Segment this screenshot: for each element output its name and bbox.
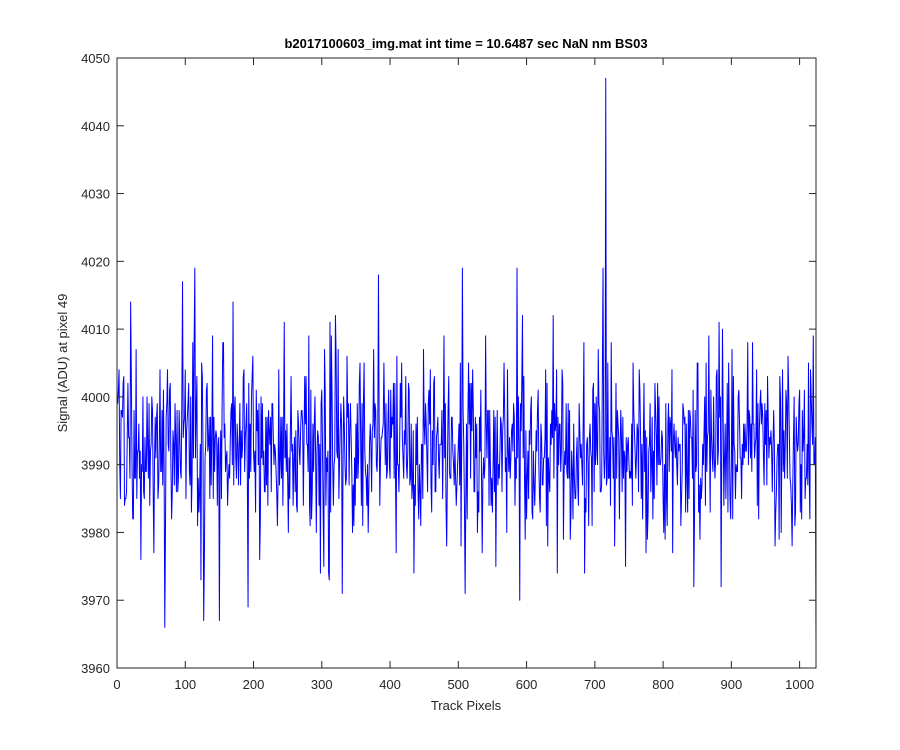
x-tick-label: 800 — [652, 677, 674, 692]
x-tick-label: 300 — [311, 677, 333, 692]
y-tick-label: 4030 — [81, 187, 110, 202]
axes-box — [116, 57, 817, 669]
x-tick-label: 0 — [113, 677, 120, 692]
x-tick-label: 100 — [174, 677, 196, 692]
x-tick-label: 200 — [243, 677, 265, 692]
series-layer — [117, 77, 817, 648]
plot-area-background — [117, 58, 816, 668]
chart-title: b2017100603_img.mat int time = 10.6487 s… — [284, 36, 647, 51]
y-tick-label: 3990 — [81, 458, 110, 473]
y-axis-label: Signal (ADU) at pixel 49 — [55, 294, 70, 433]
x-axis-label: Track Pixels — [431, 698, 502, 713]
y-tick-label: 4050 — [81, 51, 110, 66]
y-tick-label: 4010 — [81, 322, 110, 337]
x-tick-label: 700 — [584, 677, 606, 692]
y-axis-ticks: 3960 3970 3980 3990 4000 4010 4020 4030 4040 4050 — [81, 51, 816, 676]
x-tick-label: 600 — [516, 677, 538, 692]
x-tick-label: 400 — [379, 677, 401, 692]
y-tick-label: 4000 — [81, 390, 110, 405]
y-tick-label: 4020 — [81, 254, 110, 269]
series-line-0 — [117, 77, 817, 648]
y-tick-label: 4040 — [81, 119, 110, 134]
y-tick-label: 3970 — [81, 593, 110, 608]
x-tick-label: 900 — [721, 677, 743, 692]
x-tick-label: 500 — [447, 677, 469, 692]
x-tick-label: 1000 — [785, 677, 814, 692]
x-axis-ticks: 0 100 200 300 400 500 600 700 800 900 1000 — [113, 58, 814, 692]
y-tick-label: 3980 — [81, 525, 110, 540]
y-tick-label: 3960 — [81, 661, 110, 676]
